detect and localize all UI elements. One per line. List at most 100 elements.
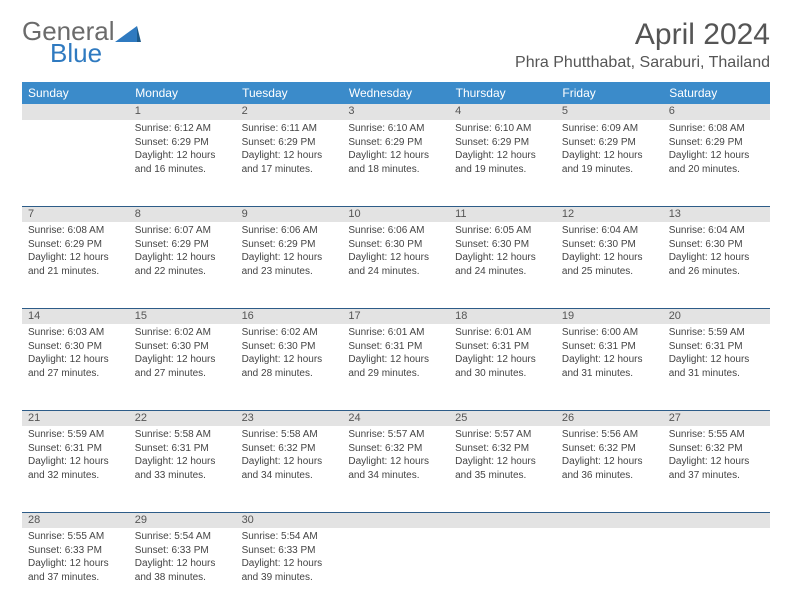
sunrise-text: Sunrise: 6:07 AM — [135, 224, 230, 238]
sunset-text: Sunset: 6:31 PM — [669, 340, 764, 354]
day-details: Sunrise: 6:12 AMSunset: 6:29 PMDaylight:… — [129, 120, 236, 180]
sunrise-text: Sunrise: 5:57 AM — [455, 428, 550, 442]
day2-text: and 21 minutes. — [28, 265, 123, 279]
sunset-text: Sunset: 6:29 PM — [455, 136, 550, 150]
day-content-row: Sunrise: 6:08 AMSunset: 6:29 PMDaylight:… — [22, 222, 770, 308]
day-number-cell: 26 — [556, 410, 663, 426]
day1-text: Daylight: 12 hours — [348, 251, 443, 265]
day-cell: Sunrise: 5:54 AMSunset: 6:33 PMDaylight:… — [129, 528, 236, 614]
day2-text: and 24 minutes. — [348, 265, 443, 279]
sunrise-text: Sunrise: 6:02 AM — [135, 326, 230, 340]
day1-text: Daylight: 12 hours — [562, 455, 657, 469]
day-number-cell: 6 — [663, 104, 770, 120]
sunrise-text: Sunrise: 6:01 AM — [455, 326, 550, 340]
day2-text: and 29 minutes. — [348, 367, 443, 381]
weekday-header: Thursday — [449, 82, 556, 104]
sunset-text: Sunset: 6:30 PM — [562, 238, 657, 252]
sunset-text: Sunset: 6:29 PM — [135, 136, 230, 150]
day2-text: and 24 minutes. — [455, 265, 550, 279]
day1-text: Daylight: 12 hours — [562, 353, 657, 367]
day-number-cell: 28 — [22, 512, 129, 528]
day2-text: and 17 minutes. — [242, 163, 337, 177]
day-details: Sunrise: 5:59 AMSunset: 6:31 PMDaylight:… — [663, 324, 770, 384]
day-cell: Sunrise: 6:04 AMSunset: 6:30 PMDaylight:… — [556, 222, 663, 308]
day-cell: Sunrise: 6:03 AMSunset: 6:30 PMDaylight:… — [22, 324, 129, 410]
day-details: Sunrise: 6:11 AMSunset: 6:29 PMDaylight:… — [236, 120, 343, 180]
day1-text: Daylight: 12 hours — [562, 251, 657, 265]
day2-text: and 16 minutes. — [135, 163, 230, 177]
sunset-text: Sunset: 6:29 PM — [348, 136, 443, 150]
day-number-cell: 11 — [449, 206, 556, 222]
day-cell: Sunrise: 6:06 AMSunset: 6:30 PMDaylight:… — [342, 222, 449, 308]
day-number-cell: 7 — [22, 206, 129, 222]
day-number-cell: 12 — [556, 206, 663, 222]
sunrise-text: Sunrise: 6:10 AM — [348, 122, 443, 136]
header: General Blue April 2024 Phra Phutthabat,… — [22, 18, 770, 72]
day-cell: Sunrise: 5:55 AMSunset: 6:32 PMDaylight:… — [663, 426, 770, 512]
day-details: Sunrise: 6:06 AMSunset: 6:29 PMDaylight:… — [236, 222, 343, 282]
day-details: Sunrise: 6:10 AMSunset: 6:29 PMDaylight:… — [342, 120, 449, 180]
day-number-cell: 4 — [449, 104, 556, 120]
sunset-text: Sunset: 6:32 PM — [455, 442, 550, 456]
sunset-text: Sunset: 6:33 PM — [242, 544, 337, 558]
sunrise-text: Sunrise: 5:54 AM — [135, 530, 230, 544]
day-cell — [663, 528, 770, 614]
day-number-cell: 9 — [236, 206, 343, 222]
day1-text: Daylight: 12 hours — [348, 149, 443, 163]
day-number-cell: 3 — [342, 104, 449, 120]
day-cell: Sunrise: 6:10 AMSunset: 6:29 PMDaylight:… — [449, 120, 556, 206]
day-cell: Sunrise: 6:11 AMSunset: 6:29 PMDaylight:… — [236, 120, 343, 206]
day-details: Sunrise: 5:54 AMSunset: 6:33 PMDaylight:… — [236, 528, 343, 588]
day-cell: Sunrise: 5:58 AMSunset: 6:31 PMDaylight:… — [129, 426, 236, 512]
title-block: April 2024 Phra Phutthabat, Saraburi, Th… — [515, 18, 770, 72]
day-cell — [22, 120, 129, 206]
day2-text: and 35 minutes. — [455, 469, 550, 483]
day-number-row: 78910111213 — [22, 206, 770, 222]
day-number-cell: 19 — [556, 308, 663, 324]
day-number-cell: 20 — [663, 308, 770, 324]
sunset-text: Sunset: 6:29 PM — [242, 136, 337, 150]
sunset-text: Sunset: 6:30 PM — [28, 340, 123, 354]
day1-text: Daylight: 12 hours — [28, 557, 123, 571]
weekday-header: Monday — [129, 82, 236, 104]
sunrise-text: Sunrise: 6:06 AM — [242, 224, 337, 238]
sunrise-text: Sunrise: 6:08 AM — [28, 224, 123, 238]
day-number-cell: 17 — [342, 308, 449, 324]
sunrise-text: Sunrise: 5:59 AM — [669, 326, 764, 340]
day-cell: Sunrise: 6:09 AMSunset: 6:29 PMDaylight:… — [556, 120, 663, 206]
day-cell: Sunrise: 5:59 AMSunset: 6:31 PMDaylight:… — [663, 324, 770, 410]
day-details: Sunrise: 5:56 AMSunset: 6:32 PMDaylight:… — [556, 426, 663, 486]
day-details: Sunrise: 6:04 AMSunset: 6:30 PMDaylight:… — [556, 222, 663, 282]
day1-text: Daylight: 12 hours — [28, 455, 123, 469]
sunrise-text: Sunrise: 6:10 AM — [455, 122, 550, 136]
day-cell: Sunrise: 6:05 AMSunset: 6:30 PMDaylight:… — [449, 222, 556, 308]
day1-text: Daylight: 12 hours — [135, 557, 230, 571]
day-details: Sunrise: 6:08 AMSunset: 6:29 PMDaylight:… — [663, 120, 770, 180]
day-number-cell: 21 — [22, 410, 129, 426]
sunrise-text: Sunrise: 6:05 AM — [455, 224, 550, 238]
day1-text: Daylight: 12 hours — [135, 149, 230, 163]
sunset-text: Sunset: 6:29 PM — [562, 136, 657, 150]
day-cell: Sunrise: 6:04 AMSunset: 6:30 PMDaylight:… — [663, 222, 770, 308]
day-content-row: Sunrise: 6:03 AMSunset: 6:30 PMDaylight:… — [22, 324, 770, 410]
day1-text: Daylight: 12 hours — [135, 455, 230, 469]
day-cell: Sunrise: 5:59 AMSunset: 6:31 PMDaylight:… — [22, 426, 129, 512]
day-cell: Sunrise: 6:00 AMSunset: 6:31 PMDaylight:… — [556, 324, 663, 410]
day-details: Sunrise: 6:06 AMSunset: 6:30 PMDaylight:… — [342, 222, 449, 282]
day-cell: Sunrise: 5:54 AMSunset: 6:33 PMDaylight:… — [236, 528, 343, 614]
day2-text: and 31 minutes. — [669, 367, 764, 381]
day1-text: Daylight: 12 hours — [135, 353, 230, 367]
day2-text: and 22 minutes. — [135, 265, 230, 279]
sunrise-text: Sunrise: 5:56 AM — [562, 428, 657, 442]
day-details: Sunrise: 5:55 AMSunset: 6:32 PMDaylight:… — [663, 426, 770, 486]
day-number-cell: 5 — [556, 104, 663, 120]
sunrise-text: Sunrise: 6:08 AM — [669, 122, 764, 136]
day1-text: Daylight: 12 hours — [669, 149, 764, 163]
day1-text: Daylight: 12 hours — [669, 251, 764, 265]
day2-text: and 31 minutes. — [562, 367, 657, 381]
sunset-text: Sunset: 6:32 PM — [242, 442, 337, 456]
day1-text: Daylight: 12 hours — [348, 353, 443, 367]
day1-text: Daylight: 12 hours — [135, 251, 230, 265]
sunset-text: Sunset: 6:30 PM — [242, 340, 337, 354]
day-details: Sunrise: 6:01 AMSunset: 6:31 PMDaylight:… — [342, 324, 449, 384]
